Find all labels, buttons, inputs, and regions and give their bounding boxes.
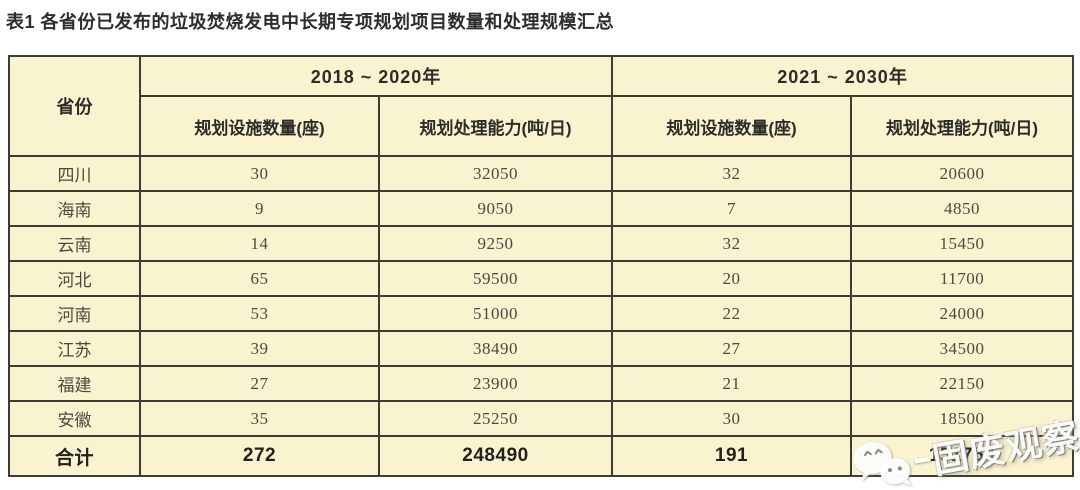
planning-summary-table: 省份 2018 ~ 2020年 2021 ~ 2030年 规划设施数量(座) 规… xyxy=(8,55,1075,477)
table-header: 省份 2018 ~ 2020年 2021 ~ 2030年 规划设施数量(座) 规… xyxy=(8,55,1075,157)
table-row: 河南 53 51000 22 24000 xyxy=(8,295,1075,332)
header-province: 省份 xyxy=(8,55,141,157)
value-cell: 39 xyxy=(139,330,380,367)
value-cell: 7 xyxy=(611,190,853,227)
value-cell: 24000 xyxy=(850,295,1075,332)
table-row: 福建 27 23900 21 22150 xyxy=(8,365,1075,402)
value-cell: 27 xyxy=(611,330,853,367)
value-cell: 11700 xyxy=(850,260,1075,297)
value-cell: 23900 xyxy=(377,365,614,402)
value-cell: 34500 xyxy=(850,330,1075,367)
province-cell: 福建 xyxy=(8,365,141,402)
value-cell: 27 xyxy=(139,365,380,402)
province-cell: 安徽 xyxy=(8,400,141,437)
header-facility-count-2: 规划设施数量(座) xyxy=(611,95,853,157)
value-cell: 4850 xyxy=(850,190,1075,227)
value-cell: 14 xyxy=(139,225,380,262)
value-cell: 22 xyxy=(611,295,853,332)
total-value-cell: 151750 xyxy=(850,435,1075,477)
value-cell: 22150 xyxy=(850,365,1075,402)
header-facility-count-1: 规划设施数量(座) xyxy=(139,95,380,157)
value-cell: 30 xyxy=(611,400,853,437)
province-cell: 四川 xyxy=(8,155,141,192)
value-cell: 32050 xyxy=(377,155,614,192)
table-row: 海南 9 9050 7 4850 xyxy=(8,190,1075,227)
value-cell: 65 xyxy=(139,260,380,297)
value-cell: 15450 xyxy=(850,225,1075,262)
value-cell: 20 xyxy=(611,260,853,297)
table-row: 安徽 35 25250 30 18500 xyxy=(8,400,1075,437)
province-cell: 江苏 xyxy=(8,330,141,367)
value-cell: 9 xyxy=(139,190,380,227)
header-period-2021-2030: 2021 ~ 2030年 xyxy=(611,55,1075,97)
value-cell: 25250 xyxy=(377,400,614,437)
value-cell: 20600 xyxy=(850,155,1075,192)
value-cell: 32 xyxy=(611,225,853,262)
table-title: 表1 各省份已发布的垃圾焚烧发电中长期专项规划项目数量和处理规模汇总 xyxy=(6,12,615,32)
value-cell: 18500 xyxy=(850,400,1075,437)
value-cell: 9050 xyxy=(377,190,614,227)
value-cell: 9250 xyxy=(377,225,614,262)
value-cell: 51000 xyxy=(377,295,614,332)
province-cell: 海南 xyxy=(8,190,141,227)
total-value-cell: 248490 xyxy=(377,435,614,477)
value-cell: 38490 xyxy=(377,330,614,367)
header-capacity-1: 规划处理能力(吨/日) xyxy=(377,95,614,157)
province-cell: 河北 xyxy=(8,260,141,297)
header-row-periods: 省份 2018 ~ 2020年 2021 ~ 2030年 xyxy=(8,55,1075,157)
value-cell: 32 xyxy=(611,155,853,192)
total-value-cell: 272 xyxy=(139,435,380,477)
total-label: 合计 xyxy=(8,435,141,477)
value-cell: 59500 xyxy=(377,260,614,297)
value-cell: 30 xyxy=(139,155,380,192)
header-row-metrics: 规划设施数量(座) 规划处理能力(吨/日) 规划设施数量(座) 规划处理能力(吨… xyxy=(9,95,1075,157)
total-row: 合计 272 248490 191 151750 xyxy=(8,435,1075,477)
value-cell: 53 xyxy=(139,295,380,332)
header-period-2018-2020: 2018 ~ 2020年 xyxy=(138,55,614,97)
table-row: 云南 14 9250 32 15450 xyxy=(8,225,1075,262)
table-row: 江苏 39 38490 27 34500 xyxy=(8,330,1075,367)
total-value-cell: 191 xyxy=(611,435,853,477)
value-cell: 35 xyxy=(139,400,380,437)
province-cell: 河南 xyxy=(8,295,141,332)
table-body: 四川 30 32050 32 20600 海南 9 9050 7 4850 云南… xyxy=(8,155,1075,477)
table-row: 四川 30 32050 32 20600 xyxy=(8,155,1075,192)
header-capacity-2: 规划处理能力(吨/日) xyxy=(850,95,1075,157)
table-row: 河北 65 59500 20 11700 xyxy=(8,260,1075,297)
province-cell: 云南 xyxy=(8,225,141,262)
value-cell: 21 xyxy=(611,365,853,402)
